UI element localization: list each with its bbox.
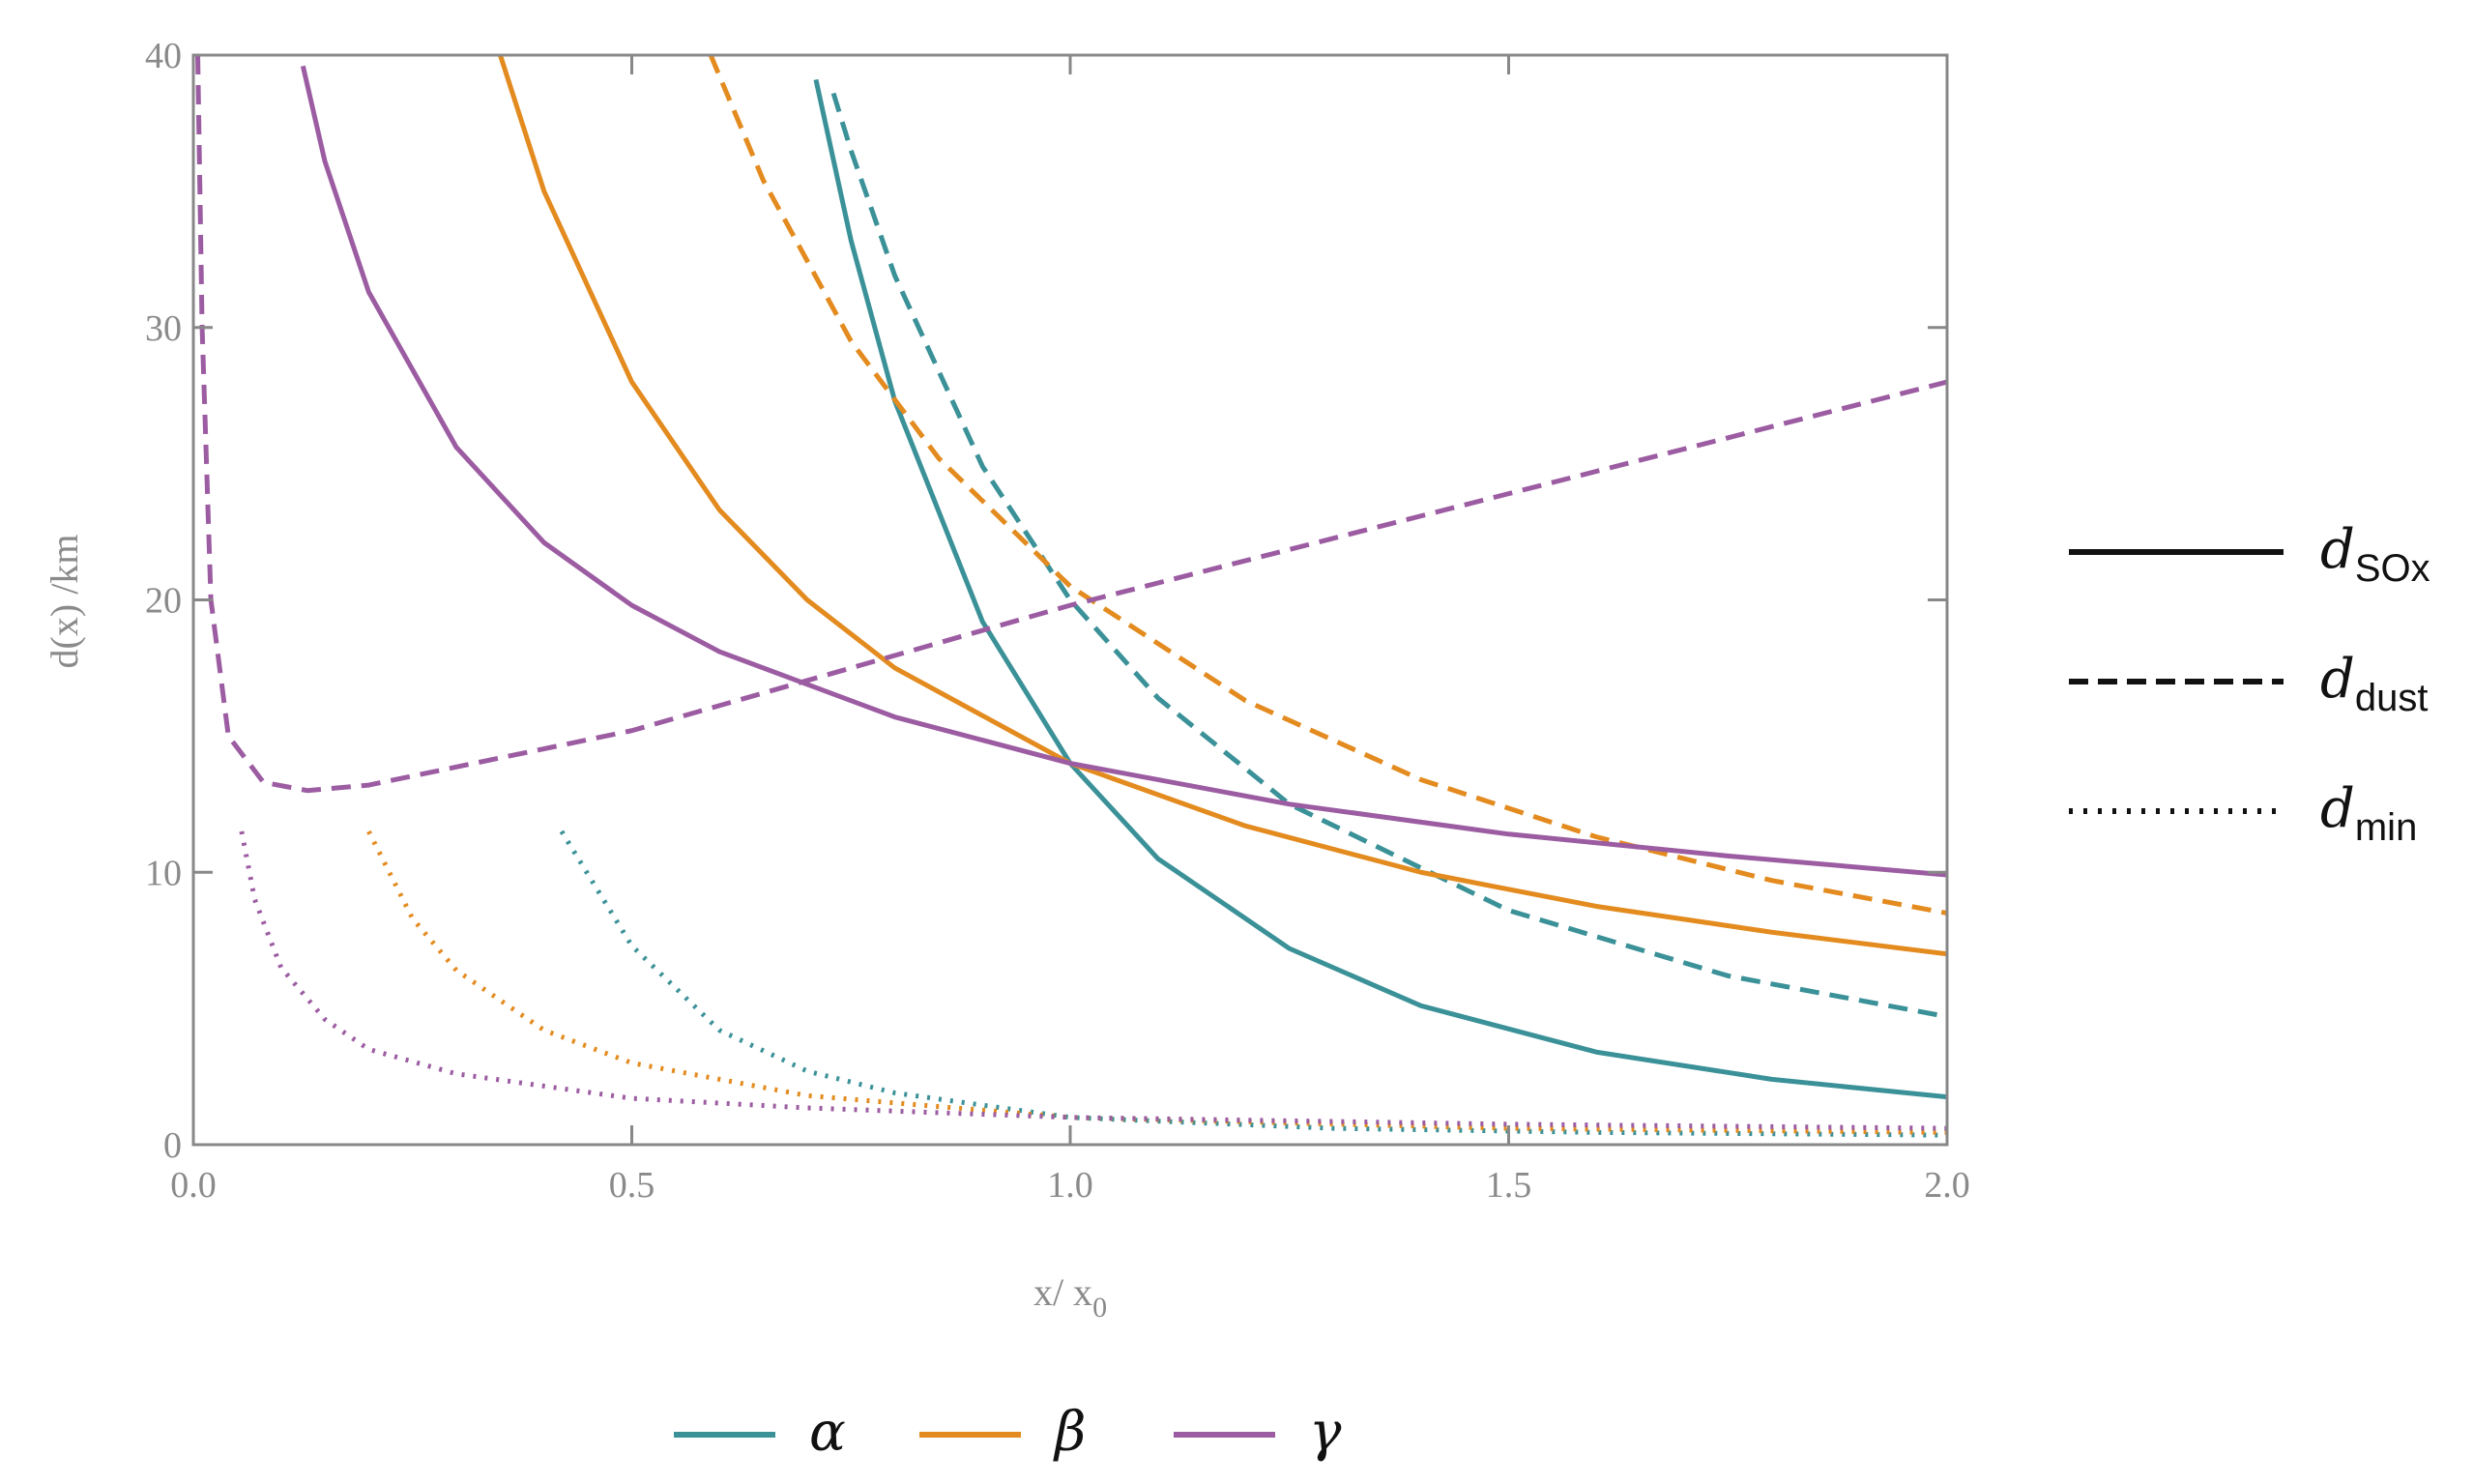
legend-label: dSOx <box>2320 518 2430 590</box>
y-tick-label: 10 <box>145 853 182 893</box>
legend-label-subscript: min <box>2355 806 2417 849</box>
x-axis-label: x/ x0 <box>1033 1270 1107 1324</box>
x-tick-label: 2.0 <box>1924 1165 1970 1206</box>
curve <box>559 829 1947 1138</box>
legend-label-subscript: SOx <box>2355 547 2430 590</box>
x-tick-label: 1.0 <box>1047 1165 1093 1206</box>
legend-label-text: d <box>2320 518 2355 581</box>
plot-frame <box>191 53 1949 1147</box>
legend-label: α <box>809 1401 846 1464</box>
legend-label: β <box>1053 1401 1086 1464</box>
curve <box>366 829 1947 1135</box>
y-tick-label: 20 <box>145 581 182 622</box>
legend-label: ddust <box>2320 648 2428 719</box>
curve <box>239 830 1947 1131</box>
curve <box>300 65 1947 878</box>
x-axis-label-text: x/ x <box>1033 1270 1092 1314</box>
plot-area <box>195 55 1947 1138</box>
curve <box>195 55 1947 794</box>
x-axis-label-subscript: 0 <box>1092 1292 1107 1324</box>
x-tick-label: 0.5 <box>609 1165 655 1206</box>
y-tick-label: 40 <box>145 36 182 76</box>
legend-label-text: d <box>2320 648 2355 711</box>
y-tick-label: 0 <box>163 1125 182 1166</box>
curve <box>708 55 1947 916</box>
legend-label: dmin <box>2320 777 2417 849</box>
curve <box>830 92 1947 1020</box>
legend-label-text: d <box>2320 777 2355 840</box>
y-axis-label: d(x) /km <box>43 535 86 669</box>
y-tick-label: 30 <box>145 308 182 349</box>
legend-label-subscript: dust <box>2355 677 2429 719</box>
legend-label: γ <box>1309 1401 1342 1464</box>
x-tick-label: 0.0 <box>170 1165 217 1206</box>
curve <box>498 55 1947 957</box>
curve <box>813 78 1947 1100</box>
x-tick-label: 1.5 <box>1486 1165 1532 1206</box>
